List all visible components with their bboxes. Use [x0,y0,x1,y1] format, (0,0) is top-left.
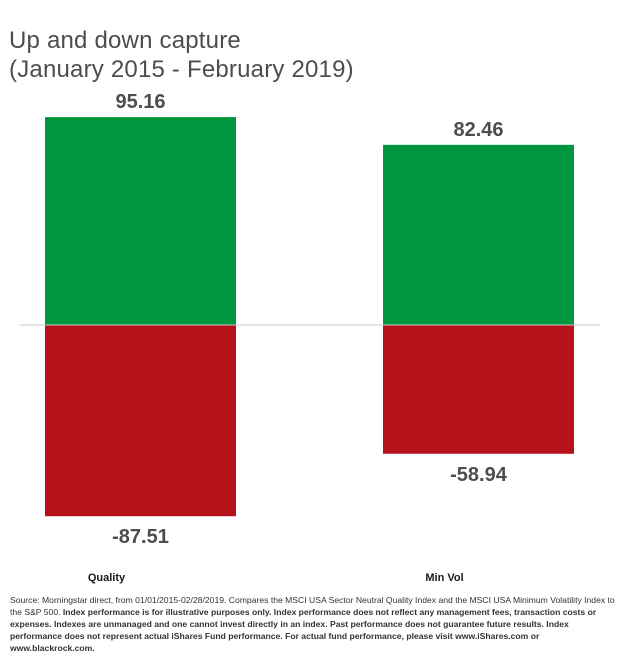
down-capture-bar-quality [45,325,236,517]
footnote-disclaimer: Index performance is for illustrative pu… [10,607,597,653]
chart-title: Up and down capture [9,27,241,54]
chart-subtitle: (January 2015 - February 2019) [9,56,354,83]
up-capture-label-min-vol: 82.46 [453,119,503,141]
source-footnote: Source: Morningstar direct, from 01/01/2… [10,594,615,654]
up-capture-bar-min-vol [383,144,574,325]
chart-title-block: Up and down capture (January 2015 - Febr… [9,26,354,84]
down-capture-label-min-vol: -58.94 [450,464,508,486]
footnote-regular: Source: Morningstar direct, from 01/01/2… [10,595,615,617]
up-capture-label-quality: 95.16 [115,91,165,113]
category-label-quality: Quality [88,572,126,584]
category-label-min-vol: Min Vol [425,572,463,584]
down-capture-label-quality: -87.51 [112,526,169,548]
down-capture-bar-min-vol [383,325,574,454]
up-capture-bar-quality [45,117,236,325]
